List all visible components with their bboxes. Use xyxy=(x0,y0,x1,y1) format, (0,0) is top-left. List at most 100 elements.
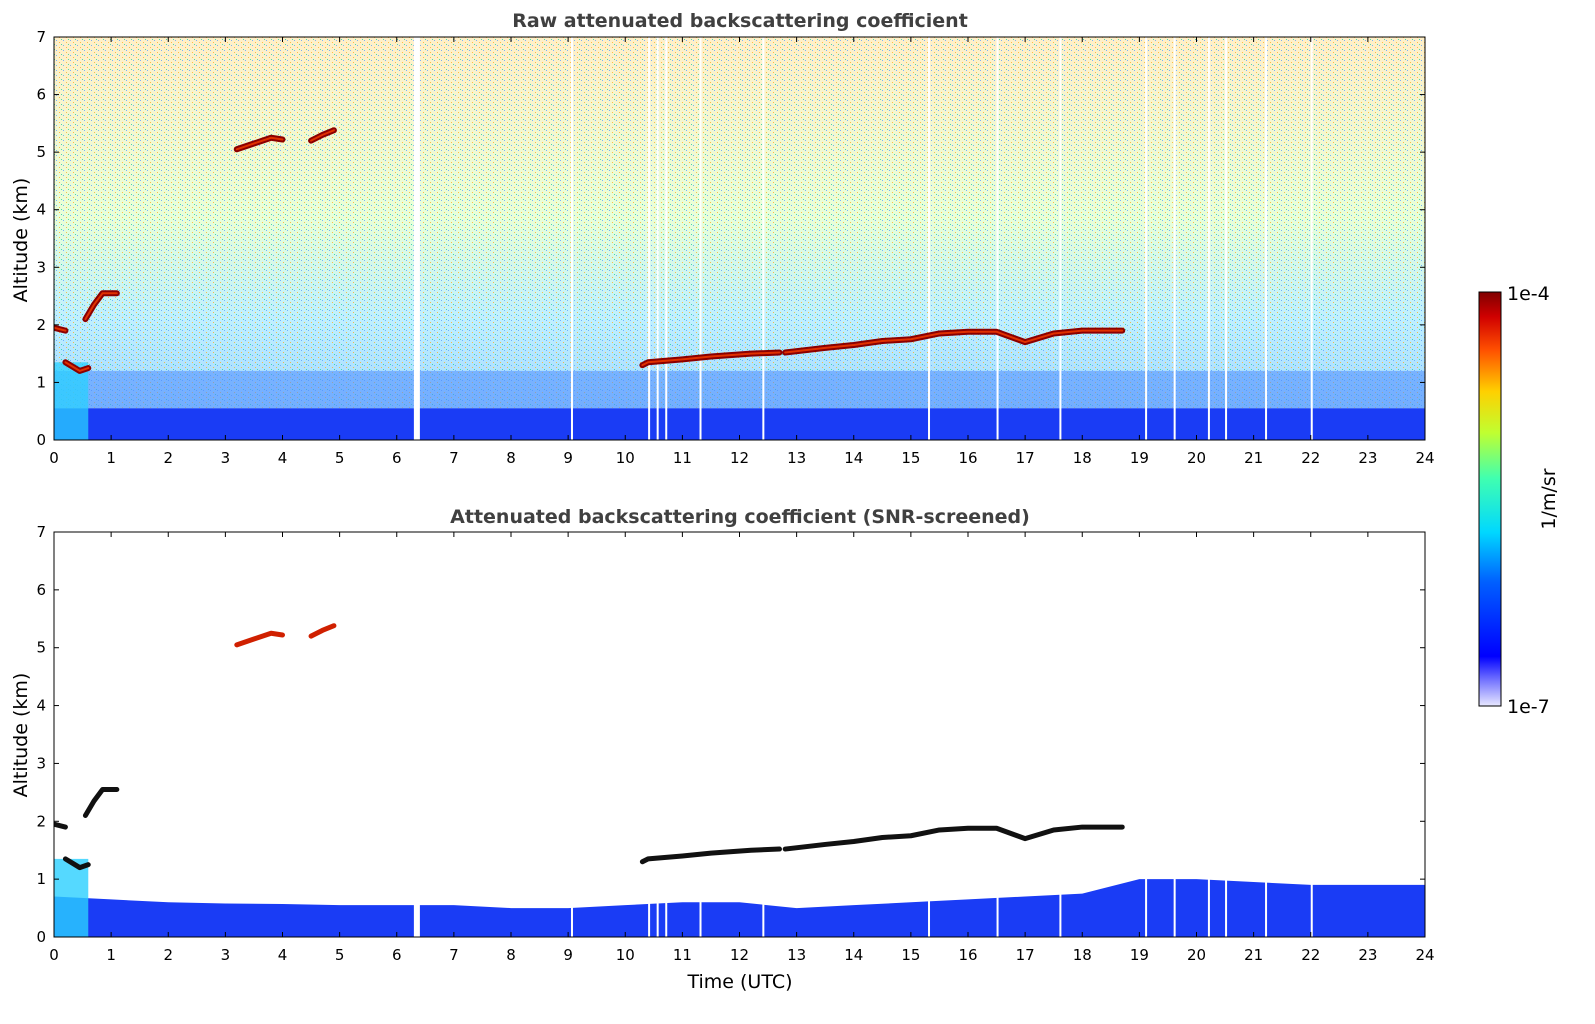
y-tick-label: 0 xyxy=(36,928,46,946)
y-tick-label: 7 xyxy=(36,28,46,46)
x-tick-label: 17 xyxy=(1016,449,1035,467)
x-tick-label: 20 xyxy=(1187,946,1206,964)
y-tick-label: 6 xyxy=(36,581,46,599)
low-aerosol-column xyxy=(54,858,89,937)
data-gap xyxy=(928,532,931,937)
data-gap xyxy=(570,37,573,440)
x-tick-label: 14 xyxy=(844,946,863,964)
cloud-layer xyxy=(639,846,782,865)
x-tick-label: 13 xyxy=(787,946,806,964)
y-tick-label: 5 xyxy=(36,639,46,657)
y-tick-label: 0 xyxy=(36,431,46,449)
transition-band xyxy=(54,370,1425,409)
x-tick-label: 24 xyxy=(1415,449,1434,467)
x-tick-label: 0 xyxy=(49,449,59,467)
x-tick-label: 3 xyxy=(221,449,231,467)
y-tick-label: 3 xyxy=(36,754,46,772)
x-tick-label: 7 xyxy=(449,449,459,467)
y-tick-label: 3 xyxy=(36,258,46,276)
cloud-layer xyxy=(234,630,285,648)
data-gap xyxy=(762,37,765,440)
cloud-layer xyxy=(82,786,120,818)
heatmap-image xyxy=(54,37,1425,440)
data-gap xyxy=(1310,532,1313,937)
cloud-layer-core xyxy=(84,292,118,321)
x-tick-label: 21 xyxy=(1244,946,1263,964)
y-tick-label: 1 xyxy=(36,373,46,391)
x-tick-label: 21 xyxy=(1244,449,1263,467)
snr-screened-panel: 0 1 2 3 4 5 6 7 8 9 10 11 12 13 14 15 16 17 18 19 20 21 22 23 24… xyxy=(36,523,1434,964)
y-tick-label: 2 xyxy=(36,316,46,334)
x-tick-label: 6 xyxy=(392,449,402,467)
colorbar-unit-label: 1/m/sr xyxy=(1538,468,1560,529)
bottom-y-axis-label: Altitude (km) xyxy=(10,673,32,798)
screened-background xyxy=(54,532,1425,937)
x-tick-label: 5 xyxy=(335,449,345,467)
colorbar-gradient xyxy=(1478,291,1502,707)
data-gap xyxy=(656,532,659,937)
x-tick-label: 14 xyxy=(844,449,863,467)
colorbar: 1e-4 1e-7 1/m/sr xyxy=(1478,283,1560,718)
cloud-layer-core xyxy=(64,361,90,373)
low-aerosol-column xyxy=(54,362,89,440)
x-tick-label: 19 xyxy=(1130,449,1149,467)
x-tick-label: 4 xyxy=(278,946,288,964)
cloud-layer xyxy=(62,856,91,871)
data-gap xyxy=(996,532,999,937)
x-tick-label: 19 xyxy=(1130,946,1149,964)
boundary-layer xyxy=(54,879,1425,937)
data-gap xyxy=(570,532,573,937)
x-tick-label: 15 xyxy=(901,946,920,964)
x-tick-label: 23 xyxy=(1358,449,1377,467)
data-gap xyxy=(928,37,931,440)
x-tick-label: 5 xyxy=(335,946,345,964)
raw-backscatter-panel: 0 1 2 3 4 5 6 7 8 9 10 11 12 13 14 15 16 17 18 19 20 21 22 23 24… xyxy=(36,28,1434,467)
x-tick-label: 7 xyxy=(449,946,459,964)
data-gap xyxy=(1173,37,1176,440)
data-gap xyxy=(415,37,418,440)
x-tick-label: 15 xyxy=(901,449,920,467)
cloud-layer xyxy=(54,821,68,830)
top-y-axis-label: Altitude (km) xyxy=(10,178,32,303)
cloud-layer xyxy=(782,824,1125,852)
y-tick-label: 5 xyxy=(36,143,46,161)
x-tick-label: 12 xyxy=(730,946,749,964)
x-tick-label: 8 xyxy=(506,449,516,467)
data-gap xyxy=(415,532,418,937)
x-tick-label: 1 xyxy=(106,449,116,467)
data-gap xyxy=(1265,532,1268,937)
x-tick-label: 2 xyxy=(163,946,173,964)
x-tick-label: 9 xyxy=(563,449,573,467)
x-tick-label: 1 xyxy=(106,946,116,964)
x-tick-label: 0 xyxy=(49,946,59,964)
data-gap xyxy=(665,37,668,440)
y-tick-label: 2 xyxy=(36,812,46,830)
data-gap xyxy=(1265,37,1268,440)
data-gap xyxy=(1225,532,1228,937)
heatmap-image xyxy=(54,532,1425,937)
x-tick-label: 10 xyxy=(616,449,635,467)
x-tick-label: 6 xyxy=(392,946,402,964)
cloud-layer-core xyxy=(641,351,781,367)
data-gap xyxy=(699,37,702,440)
y-tick-label: 4 xyxy=(36,201,46,219)
data-gap xyxy=(656,37,659,440)
x-tick-label: 18 xyxy=(1073,449,1092,467)
x-axis-label: Time (UTC) xyxy=(686,971,792,993)
x-tick-label: 11 xyxy=(673,946,692,964)
x-tick-label: 11 xyxy=(673,449,692,467)
data-gap xyxy=(1145,532,1148,937)
data-gap xyxy=(1207,532,1210,937)
data-gap xyxy=(1059,532,1062,937)
x-tick-label: 22 xyxy=(1301,449,1320,467)
x-tick-label: 23 xyxy=(1358,946,1377,964)
x-tick-label: 9 xyxy=(563,946,573,964)
colorbar-max-label: 1e-4 xyxy=(1507,283,1550,305)
data-gap xyxy=(665,532,668,937)
x-tick-label: 16 xyxy=(958,946,977,964)
data-gap xyxy=(1225,37,1228,440)
x-tick-label: 3 xyxy=(221,946,231,964)
data-gap xyxy=(1207,37,1210,440)
